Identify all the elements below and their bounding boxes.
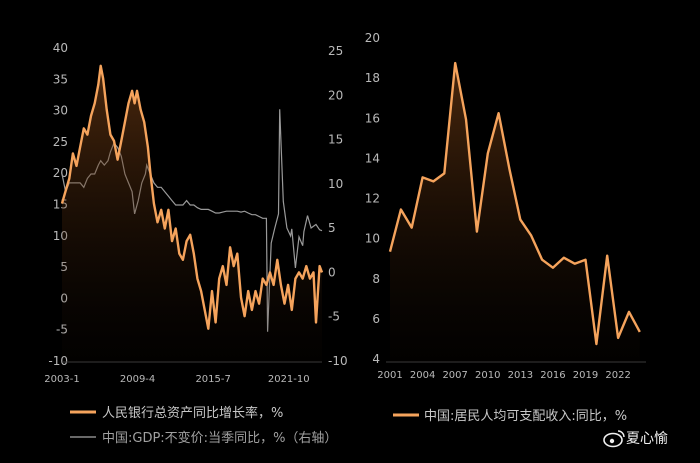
- right-y-tick: -5: [328, 310, 340, 324]
- legend-label-income: 中国:居民人均可支配收入:同比，%: [424, 409, 627, 424]
- right-chart-y-tick: 12: [365, 192, 380, 206]
- right-y-tick: -10: [328, 354, 348, 368]
- right-chart-x-tick: 2019: [573, 370, 598, 381]
- right-y-tick: 5: [328, 221, 336, 235]
- right-chart-x-tick: 2022: [605, 370, 630, 381]
- watermark: 夏心愉: [603, 430, 668, 448]
- right-chart: 20 18 16 14 12 10 8 6 4 2001 2004 2007 2010 2013 2016 2…: [365, 31, 646, 381]
- legend-right: 中国:居民人均可支配收入:同比，%: [393, 409, 627, 424]
- left-y-tick: 40: [53, 41, 68, 55]
- right-chart-x-tick: 2016: [540, 370, 565, 381]
- left-y-tick: 30: [53, 104, 68, 118]
- x-tick-label: 2003-1: [44, 374, 79, 385]
- right-y-tick: 25: [328, 44, 343, 58]
- x-tick-label: 2021-10: [268, 374, 310, 385]
- left-y-tick: 20: [53, 166, 68, 180]
- right-chart-y-tick: 4: [372, 352, 380, 366]
- x-tick-label: 2009-4: [120, 374, 155, 385]
- right-y-tick: 0: [328, 265, 336, 279]
- watermark-text: 夏心愉: [626, 431, 668, 447]
- series-area-income: [390, 63, 640, 362]
- right-y-tick: 15: [328, 133, 343, 147]
- right-chart-x-tick: 2004: [410, 370, 435, 381]
- right-chart-y-tick: 14: [365, 151, 380, 165]
- series-line-central-bank-assets: [60, 64, 324, 330]
- left-chart: 4035302520151050-5-102520151050-5-102003…: [44, 41, 347, 385]
- right-y-tick: 10: [328, 177, 343, 191]
- right-chart-x-tick: 2007: [442, 370, 467, 381]
- right-y-tick: 20: [328, 88, 343, 102]
- series-area-central-bank-assets: [62, 65, 322, 363]
- right-chart-x-tick: 2010: [475, 370, 500, 381]
- legend-label-gdp: 中国:GDP:不变价:当季同比，%（右轴）: [102, 430, 337, 446]
- right-chart-y-tick: 20: [365, 31, 380, 45]
- right-chart-y-tick: 8: [372, 272, 380, 286]
- weibo-icon: [603, 430, 625, 448]
- right-chart-y-tick: 16: [365, 111, 380, 125]
- right-chart-x-tick: 2013: [508, 370, 533, 381]
- x-tick-label: 2015-7: [195, 374, 230, 385]
- right-chart-y-tick: 18: [365, 71, 380, 85]
- right-chart-x-tick: 2001: [377, 370, 402, 381]
- legend-left: 人民银行总资产同比增长率，% 中国:GDP:不变价:当季同比，%（右轴）: [70, 405, 337, 446]
- legend-label-central-bank-assets: 人民银行总资产同比增长率，%: [102, 405, 283, 421]
- left-y-tick: 35: [53, 72, 68, 86]
- right-chart-y-tick: 10: [365, 232, 380, 246]
- series-line-income: [388, 61, 641, 346]
- right-chart-y-tick: 6: [372, 312, 380, 326]
- left-y-tick: 25: [53, 135, 68, 149]
